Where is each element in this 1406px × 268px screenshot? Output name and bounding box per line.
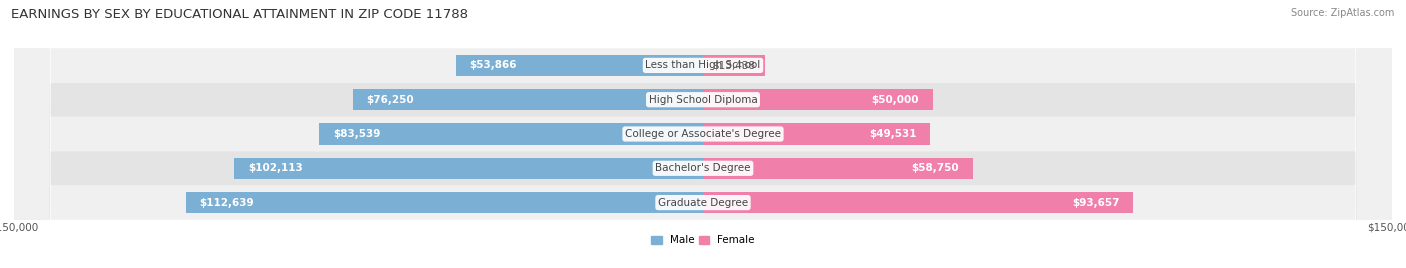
Text: $102,113: $102,113 (247, 163, 302, 173)
Bar (703, 55, 765, 76)
FancyBboxPatch shape (14, 0, 1392, 268)
Text: $83,539: $83,539 (333, 129, 381, 139)
Text: $49,531: $49,531 (869, 129, 917, 139)
Text: $13,438: $13,438 (713, 60, 755, 70)
Text: $53,866: $53,866 (470, 60, 517, 70)
Text: Bachelor's Degree: Bachelor's Degree (655, 163, 751, 173)
Text: College or Associate's Degree: College or Associate's Degree (626, 129, 780, 139)
Bar (319, 123, 703, 145)
Text: $93,657: $93,657 (1071, 198, 1119, 208)
Bar (353, 89, 703, 110)
Bar (703, 89, 932, 110)
Bar (456, 55, 703, 76)
Text: $112,639: $112,639 (200, 198, 254, 208)
Text: $76,250: $76,250 (367, 95, 415, 105)
Text: $50,000: $50,000 (872, 95, 920, 105)
Bar (703, 123, 931, 145)
Text: Less than High School: Less than High School (645, 60, 761, 70)
Bar (233, 158, 703, 179)
Text: Graduate Degree: Graduate Degree (658, 198, 748, 208)
Text: EARNINGS BY SEX BY EDUCATIONAL ATTAINMENT IN ZIP CODE 11788: EARNINGS BY SEX BY EDUCATIONAL ATTAINMEN… (11, 8, 468, 21)
FancyBboxPatch shape (14, 0, 1392, 268)
FancyBboxPatch shape (14, 0, 1392, 268)
FancyBboxPatch shape (14, 0, 1392, 268)
Bar (186, 192, 703, 213)
Bar (703, 192, 1133, 213)
Text: Source: ZipAtlas.com: Source: ZipAtlas.com (1291, 8, 1395, 18)
Legend: Male, Female: Male, Female (651, 235, 755, 245)
Text: High School Diploma: High School Diploma (648, 95, 758, 105)
Text: $58,750: $58,750 (911, 163, 959, 173)
Bar (703, 158, 973, 179)
FancyBboxPatch shape (14, 0, 1392, 268)
